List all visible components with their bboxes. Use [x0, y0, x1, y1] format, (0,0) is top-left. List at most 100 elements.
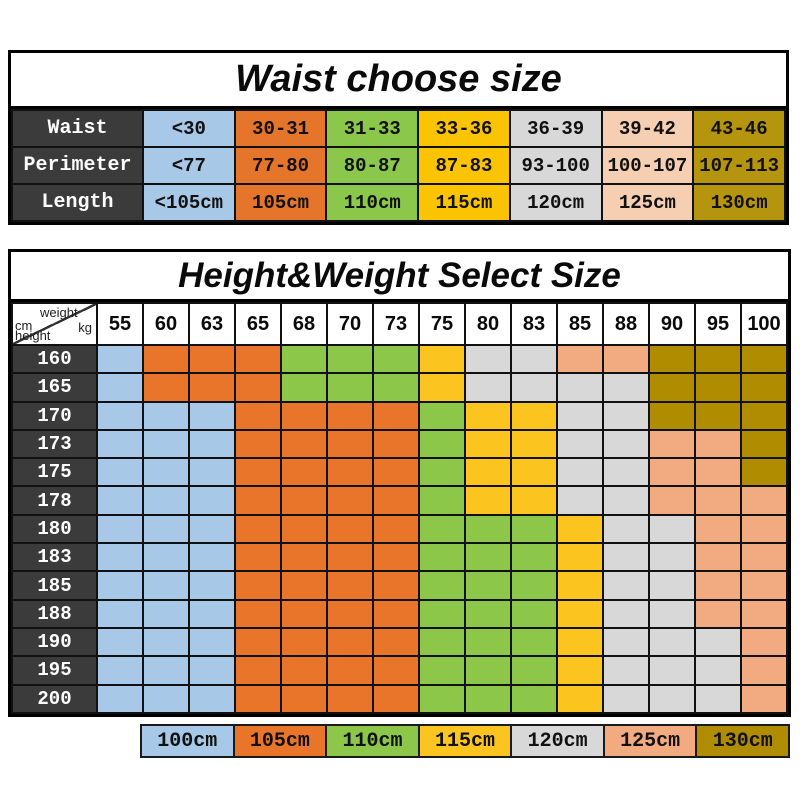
- size-cell-120cm: [464, 343, 512, 375]
- size-cell-105cm: [188, 343, 236, 375]
- size-cell-115cm: [556, 598, 604, 629]
- size-cell-100cm: [142, 655, 190, 686]
- size-cell-120cm: [602, 570, 650, 601]
- size-cell-110cm: [418, 598, 466, 629]
- weight-header-cell: 83: [510, 302, 558, 346]
- size-cell-115cm: [510, 457, 558, 488]
- size-cell-110cm: [418, 655, 466, 686]
- waist-cell: 36-39: [508, 109, 603, 148]
- size-cell-110cm: [326, 372, 374, 403]
- size-cell-120cm: [602, 400, 650, 431]
- size-cell-115cm: [510, 485, 558, 516]
- size-cell-105cm: [326, 626, 374, 658]
- size-cell-100cm: [142, 598, 190, 629]
- size-cell-115cm: [556, 626, 604, 658]
- size-cell-100cm: [142, 570, 190, 601]
- height-weight-matrix: weight kg cm height 55 60 63 65 68 70 73 75 80 83…: [11, 302, 788, 715]
- size-cell-105cm: [234, 598, 282, 629]
- size-cell-120cm: [556, 485, 604, 516]
- size-cell-115cm: [556, 683, 604, 715]
- size-cell-100cm: [96, 485, 144, 516]
- height-row: 175: [11, 457, 788, 488]
- size-cell-105cm: [326, 570, 374, 601]
- size-cell-110cm: [326, 343, 374, 375]
- size-cell-110cm: [510, 683, 558, 715]
- waist-size-table: Waist choose size Waist <30 30-31 31-33 33-3…: [8, 50, 789, 225]
- waist-cell: 105cm: [233, 183, 328, 222]
- size-cell-100cm: [96, 513, 144, 545]
- size-cell-105cm: [280, 400, 328, 431]
- height-header-cell: 188: [11, 598, 98, 629]
- size-cell-105cm: [372, 457, 420, 488]
- size-cell-120cm: [648, 570, 696, 601]
- size-cell-110cm: [464, 683, 512, 715]
- size-cell-100cm: [188, 570, 236, 601]
- waist-cell: 80-87: [325, 146, 420, 185]
- size-cell-100cm: [142, 513, 190, 545]
- weight-header-cell: 88: [602, 302, 650, 346]
- size-cell-125cm: [740, 570, 788, 601]
- waist-cell: <105cm: [142, 183, 236, 222]
- size-cell-105cm: [280, 570, 328, 601]
- height-header-cell: 173: [11, 428, 98, 460]
- weight-header-row: weight kg cm height 55 60 63 65 68 70 73 75 80 83…: [11, 302, 788, 346]
- size-cell-125cm: [694, 598, 742, 629]
- size-cell-130cm: [740, 343, 788, 375]
- size-cell-110cm: [464, 513, 512, 545]
- size-cell-100cm: [188, 655, 236, 686]
- waist-row-header: Length: [11, 183, 144, 222]
- size-cell-130cm: [648, 400, 696, 431]
- height-weight-table: Height&Weight Select Size weight kg cm h…: [8, 249, 791, 717]
- weight-header-cell: 100: [740, 302, 788, 346]
- size-cell-110cm: [510, 655, 558, 686]
- height-row: 185: [11, 570, 788, 601]
- size-cell-105cm: [326, 542, 374, 573]
- size-cell-110cm: [464, 598, 512, 629]
- size-cell-105cm: [372, 513, 420, 545]
- size-cell-105cm: [234, 570, 282, 601]
- size-cell-125cm: [740, 513, 788, 545]
- size-cell-100cm: [142, 626, 190, 658]
- waist-table-title: Waist choose size: [11, 53, 786, 109]
- size-cell-105cm: [188, 372, 236, 403]
- waist-cell: 33-36: [417, 109, 511, 148]
- size-cell-110cm: [418, 513, 466, 545]
- size-cell-105cm: [326, 485, 374, 516]
- size-cell-100cm: [96, 343, 144, 375]
- size-cell-110cm: [510, 542, 558, 573]
- size-cell-105cm: [326, 428, 374, 460]
- size-cell-120cm: [602, 655, 650, 686]
- legend-item: 120cm: [512, 726, 605, 756]
- height-header-cell: 175: [11, 457, 98, 488]
- size-cell-125cm: [740, 655, 788, 686]
- size-cell-105cm: [280, 683, 328, 715]
- size-cell-110cm: [510, 598, 558, 629]
- size-cell-105cm: [280, 513, 328, 545]
- size-cell-110cm: [418, 485, 466, 516]
- size-cell-105cm: [326, 400, 374, 431]
- height-row: 190: [11, 626, 788, 658]
- waist-table-row: Length <105cm 105cm 110cm 115cm 120cm 125cm 130…: [11, 183, 786, 222]
- size-cell-125cm: [648, 457, 696, 488]
- size-cell-105cm: [280, 626, 328, 658]
- size-cell-120cm: [602, 428, 650, 460]
- waist-cell: 130cm: [692, 183, 786, 222]
- height-header-cell: 180: [11, 513, 98, 545]
- size-cell-120cm: [556, 400, 604, 431]
- size-cell-120cm: [694, 655, 742, 686]
- size-cell-120cm: [648, 626, 696, 658]
- waist-cell: 115cm: [417, 183, 511, 222]
- size-cell-115cm: [556, 513, 604, 545]
- height-header-cell: 185: [11, 570, 98, 601]
- size-cell-105cm: [280, 542, 328, 573]
- size-cell-110cm: [418, 570, 466, 601]
- size-cell-100cm: [96, 400, 144, 431]
- size-cell-100cm: [96, 542, 144, 573]
- size-cell-100cm: [96, 372, 144, 403]
- size-cell-120cm: [694, 626, 742, 658]
- waist-cell: 100-107: [600, 146, 695, 185]
- size-cell-120cm: [602, 598, 650, 629]
- size-cell-100cm: [188, 683, 236, 715]
- size-cell-115cm: [464, 400, 512, 431]
- size-cell-110cm: [280, 343, 328, 375]
